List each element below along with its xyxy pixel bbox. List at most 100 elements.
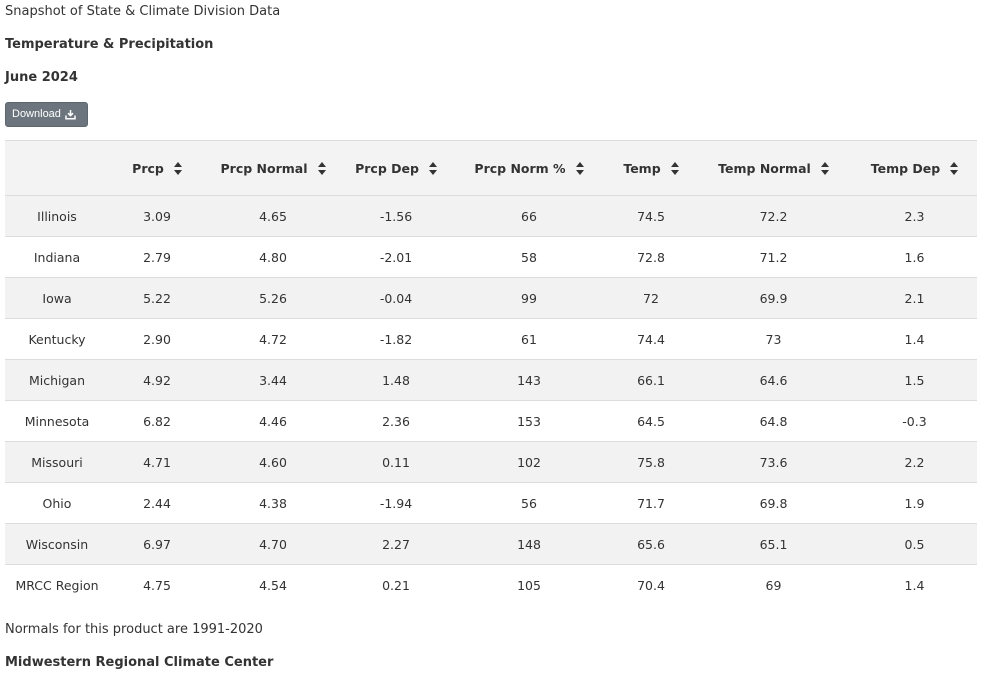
- table-row: Illinois 3.09 4.65 -1.56 66 74.5 72.2 2.3: [5, 195, 977, 237]
- sort-ascending-icon[interactable]: [428, 161, 437, 167]
- table-cell: 71.7: [607, 482, 695, 524]
- table-cell: -0.3: [852, 400, 977, 442]
- climate-data-table: Prcp Prcp Normal Prcp Dep Prcp Norm % Temp Te…: [5, 140, 977, 606]
- table-cell: 4.75: [109, 564, 205, 606]
- sort-ascending-icon[interactable]: [670, 161, 679, 167]
- sort-icon[interactable]: [670, 161, 679, 175]
- column-header-temp-normal[interactable]: Temp Normal: [695, 140, 852, 196]
- table-cell: 72.8: [607, 236, 695, 278]
- column-header-prcp[interactable]: Prcp: [109, 140, 205, 196]
- table-cell: 69.9: [695, 277, 852, 319]
- table-cell: -1.56: [341, 195, 451, 237]
- table-cell: 4.65: [205, 195, 341, 237]
- table-cell: 6.97: [109, 523, 205, 565]
- page-subtitle: Snapshot of State & Climate Division Dat…: [5, 4, 281, 19]
- table-cell: -1.82: [341, 318, 451, 360]
- table-cell: 4.92: [109, 359, 205, 401]
- table-cell: 1.5: [852, 359, 977, 401]
- table-cell: 4.54: [205, 564, 341, 606]
- period-heading: June 2024: [5, 70, 78, 85]
- table-cell: 2.3: [852, 195, 977, 237]
- table-cell: 66: [451, 195, 607, 237]
- organization-name: Midwestern Regional Climate Center: [5, 655, 274, 670]
- table-cell: 4.72: [205, 318, 341, 360]
- sort-icon[interactable]: [950, 161, 959, 175]
- sort-descending-icon[interactable]: [173, 169, 182, 175]
- sort-descending-icon[interactable]: [317, 169, 326, 175]
- table-cell: -0.04: [341, 277, 451, 319]
- sort-descending-icon[interactable]: [950, 169, 959, 175]
- table-cell: 153: [451, 400, 607, 442]
- column-header-label: Temp: [623, 160, 661, 176]
- column-header-temp-dep[interactable]: Temp Dep: [852, 140, 977, 196]
- sort-icon[interactable]: [173, 161, 182, 175]
- table-cell: 4.70: [205, 523, 341, 565]
- table-cell: 0.5: [852, 523, 977, 565]
- sort-ascending-icon[interactable]: [173, 161, 182, 167]
- table-row: Wisconsin 6.97 4.70 2.27 148 65.6 65.1 0.5: [5, 523, 977, 565]
- row-label-cell: Ohio: [5, 482, 109, 524]
- column-header-label: Prcp: [132, 160, 164, 176]
- column-header-label: Prcp Dep: [355, 160, 419, 176]
- table-cell: 74.4: [607, 318, 695, 360]
- column-header-temp[interactable]: Temp: [607, 140, 695, 196]
- table-cell: 5.26: [205, 277, 341, 319]
- table-row: Missouri 4.71 4.60 0.11 102 75.8 73.6 2.2: [5, 441, 977, 483]
- sort-descending-icon[interactable]: [428, 169, 437, 175]
- sort-descending-icon[interactable]: [820, 169, 829, 175]
- table-cell: 1.4: [852, 318, 977, 360]
- table-cell: 2.90: [109, 318, 205, 360]
- table-cell: 69: [695, 564, 852, 606]
- row-label-cell: Wisconsin: [5, 523, 109, 565]
- table-cell: 64.5: [607, 400, 695, 442]
- table-cell: 5.22: [109, 277, 205, 319]
- table-cell: 1.48: [341, 359, 451, 401]
- table-cell: 70.4: [607, 564, 695, 606]
- table-cell: 72: [607, 277, 695, 319]
- table-row: Ohio 2.44 4.38 -1.94 56 71.7 69.8 1.9: [5, 482, 977, 524]
- column-header-state: [5, 140, 109, 196]
- column-header-label: Prcp Normal: [220, 160, 308, 176]
- table-cell: 74.5: [607, 195, 695, 237]
- row-label-cell: Iowa: [5, 277, 109, 319]
- column-header-prcp-dep[interactable]: Prcp Dep: [341, 140, 451, 196]
- table-cell: 102: [451, 441, 607, 483]
- sort-ascending-icon[interactable]: [575, 161, 584, 167]
- table-row: Kentucky 2.90 4.72 -1.82 61 74.4 73 1.4: [5, 318, 977, 360]
- sort-icon[interactable]: [575, 161, 584, 175]
- sort-ascending-icon[interactable]: [820, 161, 829, 167]
- table-cell: 69.8: [695, 482, 852, 524]
- normals-note: Normals for this product are 1991-2020: [5, 622, 263, 637]
- row-label-cell: Indiana: [5, 236, 109, 278]
- table-cell: 0.21: [341, 564, 451, 606]
- column-header-label: Temp Dep: [870, 160, 941, 176]
- table-cell: 143: [451, 359, 607, 401]
- table-cell: 1.6: [852, 236, 977, 278]
- table-cell: 4.46: [205, 400, 341, 442]
- table-cell: 58: [451, 236, 607, 278]
- table-cell: 2.2: [852, 441, 977, 483]
- sort-icon[interactable]: [428, 161, 437, 175]
- download-button[interactable]: Download: [5, 102, 88, 127]
- table-cell: -1.94: [341, 482, 451, 524]
- column-header-prcp-normal[interactable]: Prcp Normal: [205, 140, 341, 196]
- table-cell: 1.9: [852, 482, 977, 524]
- sort-icon[interactable]: [820, 161, 829, 175]
- sort-descending-icon[interactable]: [670, 169, 679, 175]
- table-cell: 4.60: [205, 441, 341, 483]
- sort-ascending-icon[interactable]: [950, 161, 959, 167]
- column-header-prcp-norm[interactable]: Prcp Norm %: [451, 140, 607, 196]
- table-cell: 2.27: [341, 523, 451, 565]
- table-cell: 4.38: [205, 482, 341, 524]
- table-row: MRCC Region 4.75 4.54 0.21 105 70.4 69 1.4: [5, 564, 977, 606]
- table-cell: 64.8: [695, 400, 852, 442]
- page-title: Temperature & Precipitation: [5, 37, 214, 52]
- sort-descending-icon[interactable]: [575, 169, 584, 175]
- table-row: Iowa 5.22 5.26 -0.04 99 72 69.9 2.1: [5, 277, 977, 319]
- table-cell: 61: [451, 318, 607, 360]
- sort-icon[interactable]: [317, 161, 326, 175]
- table-header-row: Prcp Prcp Normal Prcp Dep Prcp Norm % Temp Te…: [5, 140, 977, 196]
- table-cell: 56: [451, 482, 607, 524]
- table-cell: 2.1: [852, 277, 977, 319]
- sort-ascending-icon[interactable]: [317, 161, 326, 167]
